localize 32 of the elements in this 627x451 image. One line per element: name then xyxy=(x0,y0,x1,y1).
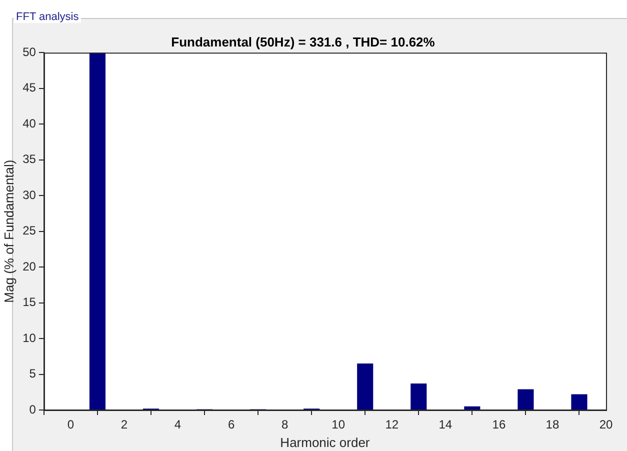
bar xyxy=(571,394,588,410)
x-axis-title: Harmonic order xyxy=(280,434,370,450)
y-tick-label: 20 xyxy=(22,259,36,274)
x-tick-label: 2 xyxy=(120,418,128,432)
x-tick-label: 0 xyxy=(67,418,74,432)
x-tick-label: 4 xyxy=(174,418,182,432)
y-tick-label: 45 xyxy=(22,80,36,95)
y-tick-label: 50 xyxy=(22,44,36,59)
bar xyxy=(464,406,480,410)
y-tick-label: 0 xyxy=(29,402,36,416)
text: FFT analysis xyxy=(14,11,81,23)
y-tick-label: 10 xyxy=(22,330,36,345)
chart-title: Fundamental (50Hz) = 331.6 , THD= 10.62% xyxy=(171,34,436,50)
x-tick-label: 18 xyxy=(546,418,560,432)
bar xyxy=(410,384,427,410)
y-tick-label: 40 xyxy=(22,116,36,130)
x-tick-label: 8 xyxy=(281,418,288,432)
y-tick-label: 25 xyxy=(22,224,36,238)
x-tick-label: 12 xyxy=(385,418,399,432)
x-tick-label: 20 xyxy=(599,418,613,432)
bar xyxy=(357,364,374,410)
y-tick-label: 15 xyxy=(22,295,36,310)
y-tick-label: 30 xyxy=(22,188,36,202)
x-tick-label: 16 xyxy=(492,418,506,432)
x-tick-label: 6 xyxy=(228,418,235,432)
x-tick-label: 14 xyxy=(438,418,452,432)
x-tick-label: 10 xyxy=(332,418,346,432)
y-tick-label: 5 xyxy=(29,366,36,381)
y-tick-label: 35 xyxy=(22,152,36,166)
y-axis-title: Mag (% of Fundamental) xyxy=(1,160,16,303)
bar xyxy=(89,52,106,410)
bar xyxy=(518,389,534,410)
